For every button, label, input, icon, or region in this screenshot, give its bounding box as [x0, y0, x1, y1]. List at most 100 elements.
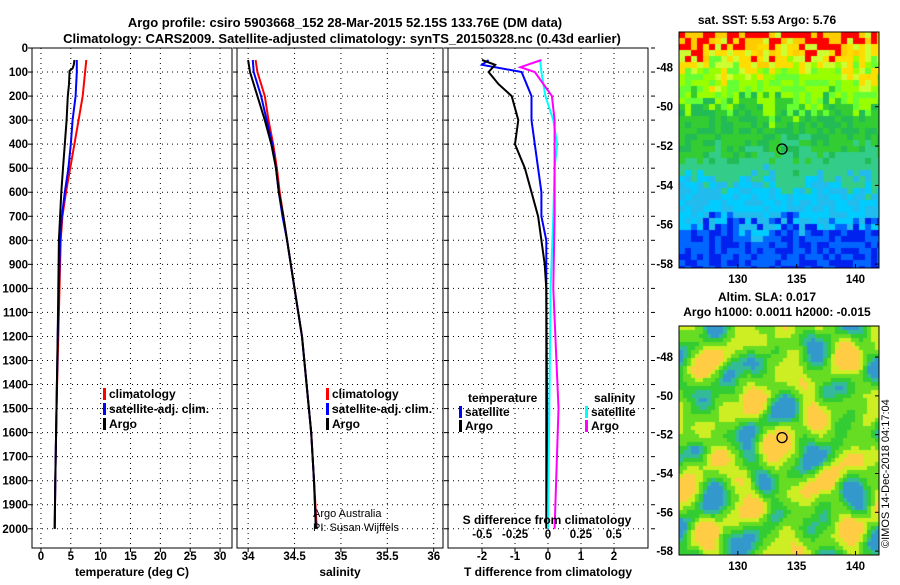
legend-label: climatology — [109, 387, 176, 401]
title-line-1: Argo profile: csiro 5903668_152 28-Mar-2… — [128, 15, 562, 30]
legend-label: satellite — [465, 405, 510, 419]
sla-map-title: Altim. SLA: 0.017 — [718, 290, 816, 304]
x-tick-label: 0 — [545, 551, 551, 563]
legend-swatch — [585, 420, 588, 432]
map-y-tick-label: -58 — [656, 259, 673, 271]
y-tick-label: 100 — [9, 67, 28, 79]
x-tick-label: 1 — [578, 551, 585, 563]
legend-title-temperature: temperature — [468, 391, 538, 405]
y-tick-label: 1300 — [2, 356, 28, 368]
x-axis-label: salinity — [319, 565, 361, 579]
map-y-tick-label: -52 — [656, 430, 673, 442]
legend-swatch — [103, 403, 106, 415]
legend-swatch — [459, 406, 462, 418]
series-line-salinity-argo — [517, 59, 560, 529]
legend-label: Argo — [109, 417, 137, 431]
legend-label: Argo — [591, 419, 619, 433]
map-y-tick-label: -56 — [656, 507, 673, 519]
y-tick-label: 1900 — [2, 500, 28, 512]
map-y-tick-label: -50 — [656, 391, 673, 403]
x-tick-label: 15 — [124, 551, 137, 563]
legend-label: satellite — [591, 405, 636, 419]
series-line-temperature-argo — [481, 59, 548, 529]
sla-map-image — [679, 326, 879, 555]
x-tick-label: 20 — [154, 551, 167, 563]
map-x-tick-label: 140 — [846, 274, 865, 286]
series-line-argo — [247, 59, 317, 529]
map-y-tick-label: -52 — [656, 141, 673, 153]
map-x-tick-label: 130 — [728, 274, 747, 286]
y-tick-label: 1800 — [2, 476, 28, 488]
s-tick-label: 0 — [545, 529, 551, 541]
sst-map-title: sat. SST: 5.53 Argo: 5.76 — [698, 13, 837, 27]
x-tick-label: 0 — [38, 551, 44, 563]
series-line-temperature-satellite — [479, 59, 549, 529]
x-tick-label: 34.5 — [283, 551, 306, 563]
legend-swatch — [326, 388, 329, 400]
y-tick-label: 1700 — [2, 452, 28, 464]
x-tick-label: 35.5 — [376, 551, 399, 563]
map-y-tick-label: -58 — [656, 546, 673, 558]
map-y-tick-label: -54 — [656, 180, 673, 192]
y-tick-label: 1500 — [2, 404, 28, 416]
x-tick-label: 25 — [184, 551, 197, 563]
y-tick-label: 800 — [9, 235, 28, 247]
y-tick-label: 1400 — [2, 380, 28, 392]
legend-label: Argo — [465, 419, 493, 433]
x-axis-label: temperature (deg C) — [75, 565, 189, 579]
plot-salinity: 34 34.5 35 35.5 36 salinity climatologysatelli… — [233, 47, 444, 579]
x-tick-label: 30 — [214, 551, 227, 563]
map-y-tick-label: -48 — [656, 62, 673, 74]
y-tick-label: 200 — [9, 91, 28, 103]
y-tick-label: 2000 — [2, 524, 28, 536]
legend-title-salinity: salinity — [594, 391, 636, 405]
x-tick-label: 5 — [68, 551, 75, 563]
x-axis-label: T difference from climatology — [464, 565, 632, 579]
s-tick-label: 0.5 — [606, 529, 623, 541]
legend-swatch — [103, 388, 106, 400]
s-tick-label: 0.25 — [570, 529, 593, 541]
y-tick-label: 300 — [9, 115, 28, 127]
x-tick-label: -1 — [510, 551, 521, 563]
s-axis-label: S difference from climatology — [463, 513, 632, 527]
x-tick-label: 2 — [611, 551, 617, 563]
map-y-tick-label: -50 — [656, 102, 673, 114]
map-x-tick-label: 135 — [787, 561, 807, 573]
y-tick-label: 1600 — [2, 428, 28, 440]
legend-swatch — [326, 403, 329, 415]
series-line-argo — [53, 59, 76, 529]
sst-map-image — [679, 32, 879, 268]
legend-swatch — [103, 418, 106, 430]
y-tick-label: 600 — [9, 187, 28, 199]
s-tick-label: -0.25 — [502, 529, 529, 541]
map-x-tick-label: 135 — [787, 274, 807, 286]
y-tick-label: 900 — [9, 259, 28, 271]
legend-label: climatology — [332, 387, 399, 401]
map-y-tick-label: -48 — [656, 352, 673, 364]
s-tick-label: -0.5 — [472, 529, 492, 541]
y-tick-label: 1000 — [2, 283, 28, 295]
legend-label: satellite-adj. clim. — [109, 402, 209, 416]
map-x-tick-label: 140 — [846, 561, 865, 573]
credit-line-2: PI: Susan Wijffels — [313, 522, 399, 534]
map-y-tick-label: -54 — [656, 468, 673, 480]
y-tick-label: 400 — [9, 139, 28, 151]
imos-watermark: ©IMOS 14-Dec-2018 04:17:04 — [880, 399, 892, 548]
credit-line-1: Argo Australia — [313, 508, 382, 520]
y-tick-label: 700 — [9, 211, 28, 223]
y-tick-label: 1100 — [3, 307, 28, 319]
x-tick-label: 34 — [242, 551, 255, 563]
plot-difference: -2 -1 0 1 2 T difference from climatology — [444, 47, 649, 579]
x-tick-label: 10 — [94, 551, 107, 563]
y-tick-label: 1200 — [2, 331, 28, 343]
legend-swatch — [326, 418, 329, 430]
legend-swatch — [585, 406, 588, 418]
plot-frame — [31, 47, 233, 549]
legend-label: satellite-adj. clim. — [332, 402, 432, 416]
map-y-tick-label: -56 — [656, 220, 673, 232]
title-line-2: Climatology: CARS2009. Satellite-adjuste… — [63, 31, 621, 46]
y-tick-label: 500 — [9, 163, 28, 175]
map-x-tick-label: 130 — [728, 561, 747, 573]
